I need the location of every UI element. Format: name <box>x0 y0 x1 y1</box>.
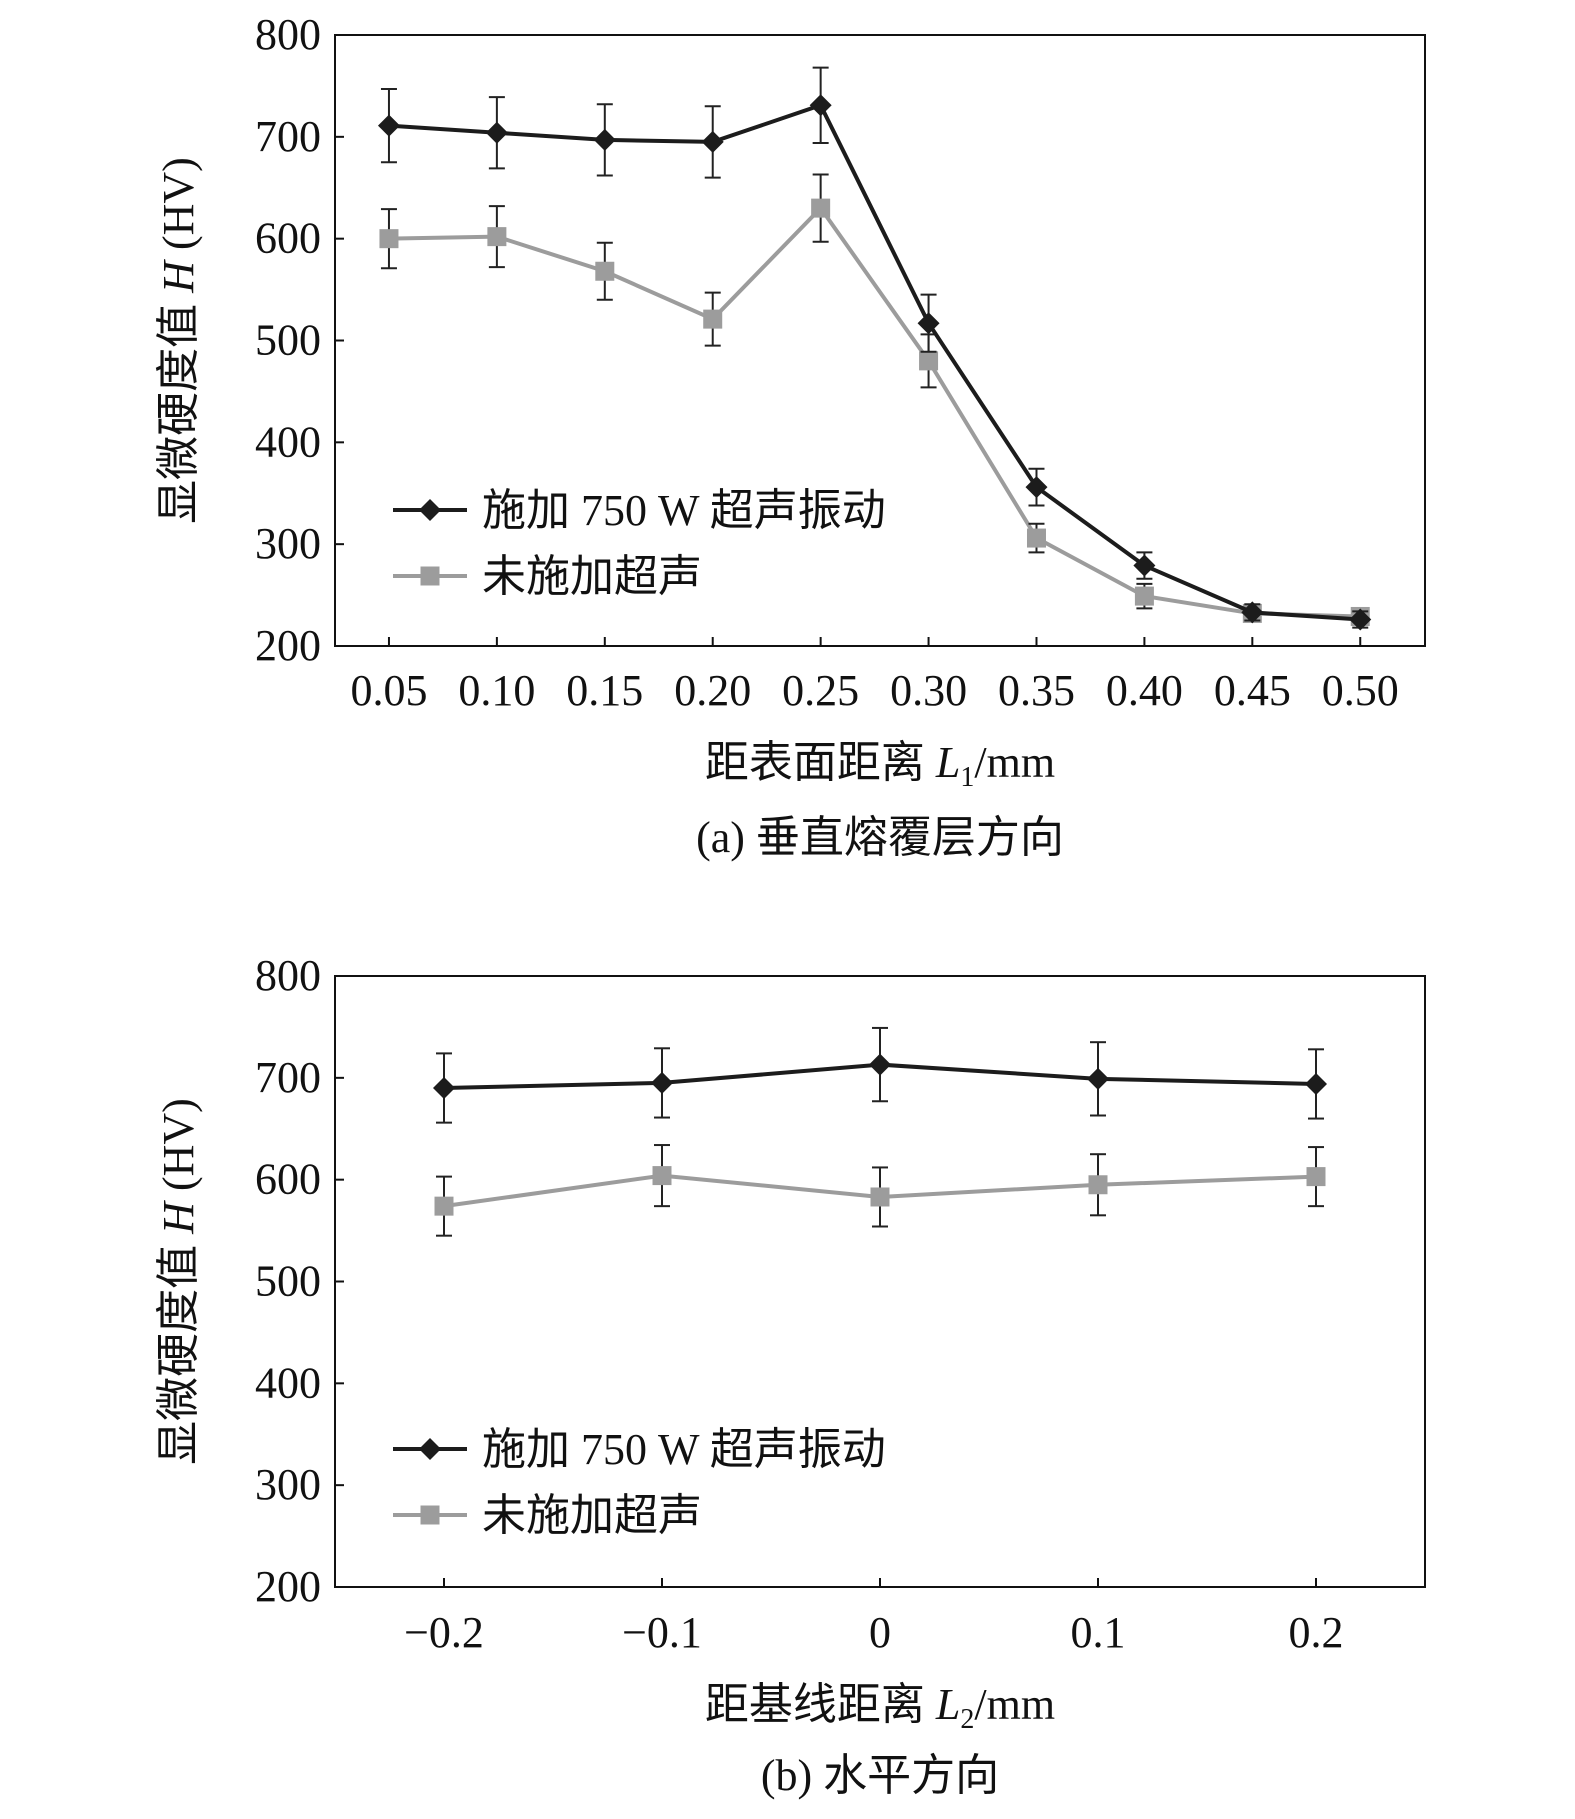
y-tick-label: 800 <box>255 951 321 1000</box>
chart-b: 200 300 400 500 600 700 800 −0.2 −0.1 0 0.1 0.2 距基线距… <box>154 951 1426 1800</box>
x-tick-label: −0.2 <box>404 1608 484 1657</box>
data-point <box>1306 1167 1326 1187</box>
data-point <box>379 229 399 249</box>
legend-marker <box>419 499 441 521</box>
y-tick-label: 400 <box>255 1358 321 1407</box>
legend-label: 未施加超声 <box>482 552 702 601</box>
data-point <box>919 351 939 371</box>
data-point <box>434 1196 454 1216</box>
x-tick-label: 0.20 <box>674 666 751 715</box>
data-point <box>703 309 723 329</box>
x-tick-label: 0 <box>869 1608 891 1657</box>
y-tick-label: 700 <box>255 112 321 161</box>
chart-caption: (b) 水平方向 <box>761 1751 999 1800</box>
y-tick-label: 700 <box>255 1053 321 1102</box>
y-axis-label: 显微硬度值 H (HV) <box>154 157 203 524</box>
data-point <box>485 121 508 144</box>
x-tick-label: 0.10 <box>458 666 535 715</box>
y-tick-label: 500 <box>255 316 321 365</box>
legend-marker <box>420 566 440 586</box>
x-tick-label: 0.25 <box>782 666 859 715</box>
y-tick-label: 600 <box>255 214 321 263</box>
x-tick-label: −0.1 <box>622 1608 702 1657</box>
y-tick-label: 400 <box>255 417 321 466</box>
legend-label: 未施加超声 <box>482 1491 702 1540</box>
series-no-ultrasonic <box>434 1144 1326 1237</box>
data-point <box>811 198 831 218</box>
y-tick-label: 300 <box>255 1460 321 1509</box>
legend-marker <box>420 1505 440 1525</box>
data-point <box>652 1166 672 1186</box>
x-tick-label: 0.40 <box>1106 666 1183 715</box>
x-axis-label: 距表面距离 L1/mm <box>705 738 1055 793</box>
x-tick-label: 0.50 <box>1322 666 1399 715</box>
data-point <box>593 128 616 151</box>
y-tick-label: 200 <box>255 621 321 670</box>
data-point <box>377 114 400 137</box>
legend-marker <box>419 1438 441 1460</box>
x-tick-label: 0.05 <box>350 666 427 715</box>
data-point <box>870 1187 890 1207</box>
legend-label: 施加 750 W 超声振动 <box>482 486 886 535</box>
x-axis-label: 距基线距离 L2/mm <box>705 1680 1055 1735</box>
data-point <box>651 1071 673 1094</box>
data-point <box>809 94 832 117</box>
legend-label: 施加 750 W 超声振动 <box>482 1425 886 1474</box>
data-point <box>701 130 724 153</box>
y-tick-label: 200 <box>255 1562 321 1611</box>
data-point <box>1025 476 1048 499</box>
chart-a: 200 300 400 500 600 700 800 0.05 0.10 0.15 0.20 0.2… <box>154 10 1426 862</box>
y-axis-label: 显微硬度值 H (HV) <box>154 1098 203 1465</box>
series-line <box>388 204 1361 619</box>
data-point <box>595 261 615 281</box>
x-tick-label: 0.1 <box>1071 1608 1126 1657</box>
data-point <box>487 227 507 247</box>
y-tick-label: 300 <box>255 519 321 568</box>
y-tick-label: 800 <box>255 10 321 59</box>
data-point <box>1134 586 1154 606</box>
series-ultrasonic <box>433 1026 1327 1124</box>
chart-caption: (a) 垂直熔覆层方向 <box>696 813 1064 862</box>
x-tick-label: 0.35 <box>998 666 1075 715</box>
x-tick-label: 0.15 <box>566 666 643 715</box>
data-point <box>917 312 940 335</box>
data-point <box>1026 528 1046 548</box>
data-point <box>1305 1072 1327 1095</box>
series-ultrasonic <box>377 66 1372 631</box>
x-tick-label: 0.30 <box>890 666 967 715</box>
y-tick-label: 500 <box>255 1257 321 1306</box>
data-point <box>1349 608 1372 631</box>
data-point <box>1087 1067 1109 1090</box>
data-point <box>869 1053 891 1076</box>
data-point <box>433 1077 455 1100</box>
x-tick-label: 0.2 <box>1289 1608 1344 1657</box>
data-point <box>1133 554 1156 577</box>
data-point <box>1088 1175 1108 1195</box>
y-tick-label: 600 <box>255 1155 321 1204</box>
data-point <box>1241 601 1264 624</box>
x-tick-label: 0.45 <box>1214 666 1291 715</box>
series-line <box>388 102 1361 622</box>
